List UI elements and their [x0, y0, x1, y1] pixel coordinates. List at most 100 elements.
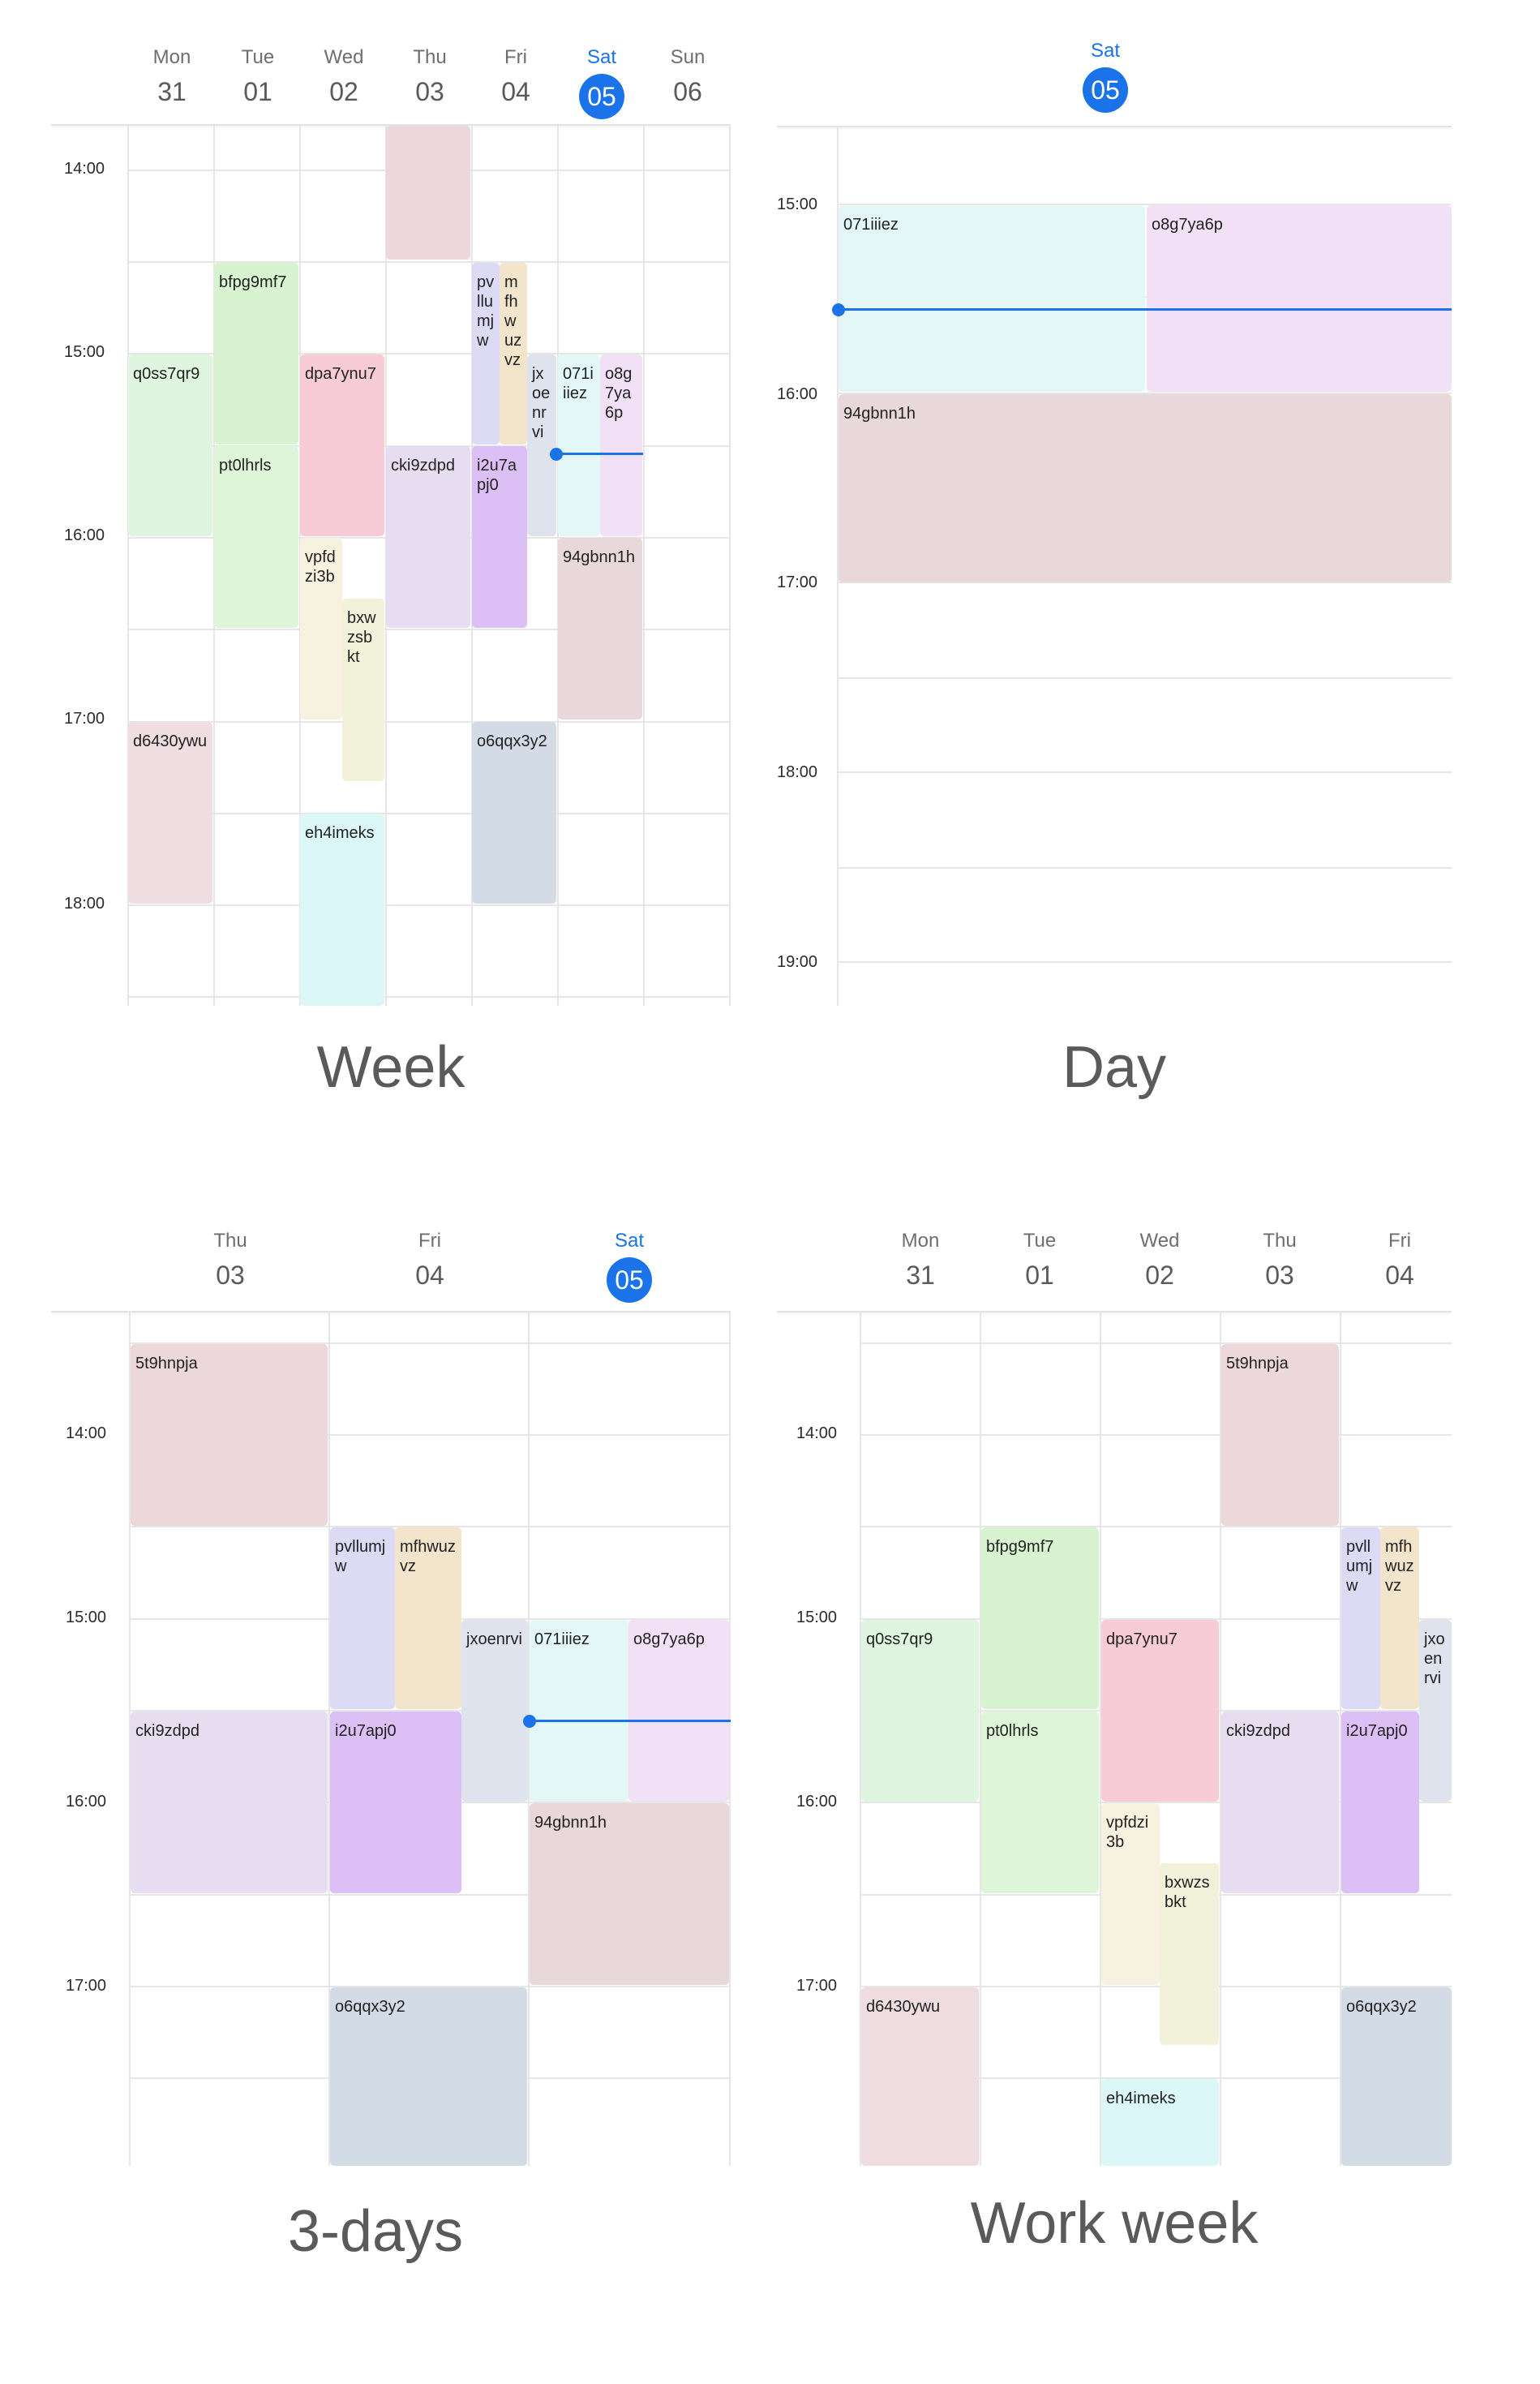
event-block[interactable]: vpfdzi3b — [300, 538, 342, 719]
event-block[interactable]: 5t9hnpja — [1221, 1344, 1339, 1526]
three-day-view-panel: Thu 03 Fri 04 Sat 05 14:00 15:00 16:00 1… — [51, 1217, 731, 2166]
week-day-header-tue[interactable]: Tue 01 — [215, 46, 301, 107]
event-block[interactable]: 94gbnn1h — [530, 1803, 729, 1985]
grid-line — [127, 813, 731, 814]
day-number: 04 — [415, 1261, 444, 1290]
event-block[interactable]: q0ss7qr9 — [861, 1620, 979, 1802]
event-block[interactable]: d6430ywu — [861, 1987, 979, 2166]
event-block[interactable]: 071iiiez — [839, 205, 1145, 392]
event-block[interactable]: jxoenrvi — [527, 354, 556, 536]
time-label: 16:00 — [777, 385, 818, 403]
grid-line — [837, 127, 839, 1006]
event-block[interactable]: pvllumjw — [330, 1527, 395, 1709]
event-block[interactable]: 071iiiez — [530, 1620, 628, 1802]
event-block[interactable]: i2u7apj0 — [330, 1712, 461, 1893]
event-block[interactable]: mfhwuzvz — [500, 263, 527, 445]
time-label: 14:00 — [64, 160, 105, 178]
event-block[interactable]: eh4imeks — [300, 814, 384, 1006]
grid-line — [129, 1986, 731, 1987]
event-block[interactable]: q0ss7qr9 — [128, 354, 212, 536]
work-week-header-tue[interactable]: Tue 01 — [980, 1230, 1100, 1291]
event-block[interactable]: bfpg9mf7 — [981, 1527, 1099, 1709]
time-label: 19:00 — [777, 953, 818, 971]
event-block[interactable]: bxwzsbkt — [1160, 1863, 1219, 2045]
event-block[interactable]: vpfdzi3b — [1101, 1803, 1160, 1985]
event-block[interactable]: jxoenrvi — [461, 1620, 528, 1802]
event-block[interactable]: bfpg9mf7 — [214, 263, 298, 445]
event-block[interactable]: mfhwuzvz — [395, 1527, 461, 1709]
event-block[interactable]: cki9zdpd — [1221, 1712, 1339, 1893]
three-day-header-fri[interactable]: Fri 04 — [330, 1230, 530, 1291]
grid-line — [127, 353, 731, 354]
grid-line — [837, 393, 1452, 394]
grid-line — [860, 1312, 861, 2166]
event-block[interactable]: i2u7apj0 — [472, 446, 527, 628]
work-week-header-thu[interactable]: Thu 03 — [1220, 1230, 1340, 1291]
work-week-header-mon[interactable]: Mon 31 — [861, 1230, 980, 1291]
event-block[interactable]: o6qqx3y2 — [472, 722, 556, 904]
current-time-indicator — [839, 308, 1452, 311]
today-badge: 05 — [579, 74, 624, 119]
day-number: 06 — [673, 77, 702, 106]
day-name: Mon — [901, 1230, 940, 1252]
event-block[interactable] — [386, 126, 470, 260]
event-block[interactable]: 94gbnn1h — [839, 394, 1452, 582]
event-block[interactable]: o8g7ya6p — [600, 354, 642, 536]
grid-line — [1100, 1312, 1101, 2166]
grid-line — [729, 126, 731, 1006]
event-block[interactable]: bxwzsbkt — [342, 599, 384, 781]
week-day-header-mon[interactable]: Mon 31 — [129, 46, 215, 107]
event-block[interactable]: jxoenrvi — [1419, 1620, 1452, 1802]
event-block[interactable]: 94gbnn1h — [558, 538, 642, 719]
day-name: Fri — [1388, 1230, 1411, 1252]
event-block[interactable]: 071iiiez — [558, 354, 600, 536]
event-block[interactable]: dpa7ynu7 — [1101, 1620, 1219, 1802]
event-block[interactable]: pvllumjw — [472, 263, 500, 445]
event-block[interactable]: pvllumjw — [1341, 1527, 1380, 1709]
grid-line — [643, 126, 645, 1006]
work-week-header: Mon 31 Tue 01 Wed 02 Thu 03 Fri 04 — [777, 1217, 1452, 1312]
event-block[interactable]: eh4imeks — [1101, 2079, 1219, 2166]
day-name: Fri — [418, 1230, 441, 1252]
day-number: 03 — [216, 1261, 245, 1290]
event-block[interactable]: cki9zdpd — [131, 1712, 328, 1893]
day-name: Fri — [504, 46, 527, 68]
event-block[interactable]: o6qqx3y2 — [1341, 1987, 1452, 2166]
event-block[interactable]: pt0lhrls — [214, 446, 298, 628]
event-block[interactable]: o8g7ya6p — [1147, 205, 1452, 392]
week-day-header-sun[interactable]: Sun 06 — [645, 46, 731, 107]
grid-line — [860, 1802, 1452, 1803]
event-block[interactable]: i2u7apj0 — [1341, 1712, 1419, 1893]
week-day-header-fri[interactable]: Fri 04 — [473, 46, 559, 107]
day-number: 02 — [329, 77, 358, 106]
three-day-header-thu[interactable]: Thu 03 — [131, 1230, 330, 1291]
time-label: 15:00 — [796, 1609, 838, 1626]
time-label: 15:00 — [64, 343, 105, 361]
day-name: Thu — [413, 46, 447, 68]
time-label: 16:00 — [64, 526, 105, 544]
week-day-header-sat-today[interactable]: Sat 05 — [559, 46, 645, 119]
grid-line — [129, 1894, 731, 1896]
day-name: Tue — [241, 46, 275, 68]
work-week-header-fri[interactable]: Fri 04 — [1340, 1230, 1452, 1291]
event-block[interactable]: pt0lhrls — [981, 1712, 1099, 1893]
caption-day: Day — [1062, 1035, 1167, 1100]
event-block[interactable]: o8g7ya6p — [628, 1620, 729, 1802]
today-badge: 05 — [607, 1257, 652, 1303]
time-label: 15:00 — [777, 195, 818, 213]
event-block[interactable]: 5t9hnpja — [131, 1344, 328, 1526]
day-name: Thu — [1263, 1230, 1297, 1252]
day-name: Mon — [152, 46, 191, 68]
event-block[interactable]: d6430ywu — [128, 722, 212, 904]
day-header-sat-today[interactable]: Sat 05 — [1057, 40, 1154, 113]
work-week-header-wed[interactable]: Wed 02 — [1100, 1230, 1220, 1291]
event-block[interactable]: dpa7ynu7 — [300, 354, 384, 536]
event-block[interactable]: cki9zdpd — [386, 446, 470, 628]
event-block[interactable]: mfhwuzvz — [1380, 1527, 1419, 1709]
grid-line — [127, 904, 731, 906]
week-day-header-thu[interactable]: Thu 03 — [387, 46, 473, 107]
week-day-header-wed[interactable]: Wed 02 — [301, 46, 387, 107]
three-day-header-sat-today[interactable]: Sat 05 — [530, 1230, 729, 1303]
grid-line — [328, 1312, 330, 2166]
event-block[interactable]: o6qqx3y2 — [330, 1987, 527, 2166]
